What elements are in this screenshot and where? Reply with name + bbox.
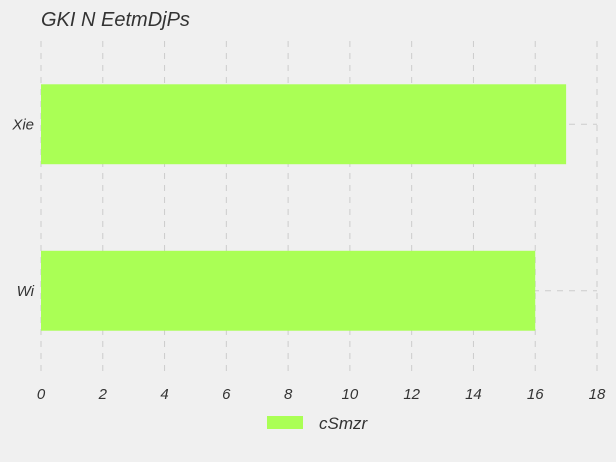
y-axis-labels: Xie Wi bbox=[11, 116, 34, 300]
bar-wi bbox=[41, 250, 536, 331]
legend-label: cSmzr bbox=[319, 414, 369, 433]
x-tick-label: 0 bbox=[37, 386, 46, 403]
x-tick-label: 12 bbox=[403, 386, 420, 403]
x-tick-label: 2 bbox=[98, 386, 108, 403]
legend: cSmzr bbox=[267, 414, 369, 433]
y-tick-label: Xie bbox=[11, 116, 34, 133]
x-tick-label: 6 bbox=[222, 386, 231, 403]
x-tick-label: 10 bbox=[342, 386, 359, 403]
legend-swatch bbox=[267, 416, 303, 429]
x-tick-label: 14 bbox=[465, 386, 482, 403]
chart-title: GKI N EetmDjPs bbox=[41, 9, 190, 31]
y-tick-label: Wi bbox=[17, 283, 35, 300]
bars bbox=[41, 84, 567, 331]
x-tick-label: 16 bbox=[527, 386, 544, 403]
x-tick-label: 18 bbox=[589, 386, 606, 403]
x-tick-label: 4 bbox=[160, 386, 168, 403]
bar-xie bbox=[41, 84, 567, 165]
x-tick-label: 8 bbox=[284, 386, 293, 403]
x-axis-labels: 0 2 4 6 8 10 12 14 16 18 bbox=[37, 386, 606, 403]
